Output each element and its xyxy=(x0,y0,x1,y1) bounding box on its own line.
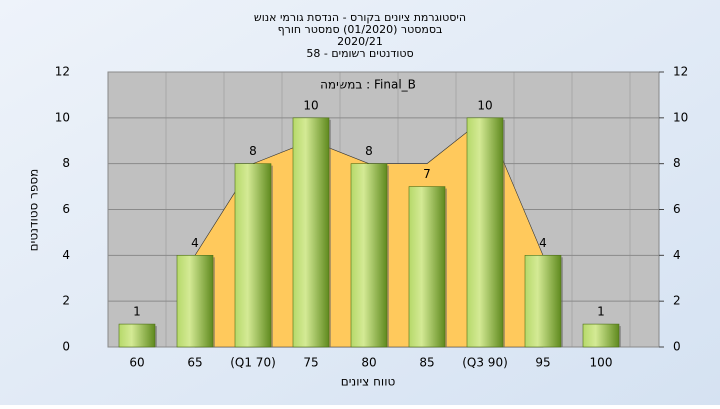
y-tick-label: 0 xyxy=(62,340,70,354)
y-tick-label: 2 xyxy=(62,294,70,308)
y-tick-label: 12 xyxy=(55,65,70,79)
annotation: במשימה : Final_B xyxy=(320,78,416,92)
x-tick-label: (Q3 90) xyxy=(462,356,508,370)
y-tick-label: 6 xyxy=(62,202,70,216)
title-line: היסטוגרמת ציונים בקורס - הנדסת גורמי אנו… xyxy=(254,11,466,24)
y-tick-label: 4 xyxy=(62,248,70,262)
y2-tick-label: 4 xyxy=(673,248,681,262)
x-tick-label: 100 xyxy=(590,356,613,370)
value-label: 4 xyxy=(539,236,547,250)
y-tick-label: 10 xyxy=(55,110,70,124)
bar xyxy=(292,117,330,348)
title-line: 2020/21 xyxy=(337,35,383,48)
value-label: 4 xyxy=(191,236,199,250)
bar xyxy=(176,255,214,348)
y2-tick-label: 10 xyxy=(673,110,688,124)
value-label: 1 xyxy=(597,305,605,319)
bar xyxy=(466,117,504,348)
value-label: 7 xyxy=(423,167,431,181)
value-label: 8 xyxy=(249,144,257,158)
y-axis-label: מספר סטודנטים xyxy=(27,169,41,252)
x-tick-label: (Q1 70) xyxy=(230,356,276,370)
bar xyxy=(350,163,388,348)
x-tick-label: 85 xyxy=(419,356,434,370)
value-label: 10 xyxy=(477,98,492,112)
x-tick-label: 95 xyxy=(535,356,550,370)
title-line: בסמסטר (01/2020) סמסטר חורף xyxy=(278,23,443,36)
value-label: 1 xyxy=(133,305,141,319)
bar xyxy=(118,323,156,348)
y2-tick-label: 12 xyxy=(673,65,688,79)
value-label: 8 xyxy=(365,144,373,158)
title-line: 58 - סטודנטים רשומים xyxy=(306,47,413,60)
value-label: 10 xyxy=(303,98,318,112)
x-tick-label: 80 xyxy=(361,356,376,370)
x-tick-label: 65 xyxy=(187,356,202,370)
y2-tick-label: 8 xyxy=(673,156,681,170)
y2-tick-label: 6 xyxy=(673,202,681,216)
bar xyxy=(524,255,562,348)
bar xyxy=(582,323,620,348)
x-tick-label: 75 xyxy=(303,356,318,370)
y2-tick-label: 2 xyxy=(673,294,681,308)
x-tick-label: 60 xyxy=(129,356,144,370)
bar xyxy=(408,186,446,348)
x-axis-label: טווח ציונים xyxy=(341,375,396,389)
y2-tick-label: 0 xyxy=(673,340,681,354)
y-tick-label: 8 xyxy=(62,156,70,170)
bar xyxy=(234,163,272,348)
